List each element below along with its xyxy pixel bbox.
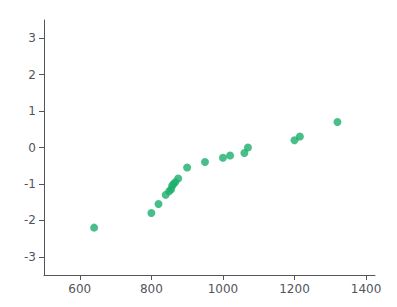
svg-text:1: 1: [28, 104, 36, 118]
svg-text:1000: 1000: [208, 282, 239, 296]
svg-text:600: 600: [68, 282, 91, 296]
svg-text:-3: -3: [24, 250, 36, 264]
svg-text:3: 3: [28, 31, 36, 45]
svg-text:1400: 1400: [351, 282, 382, 296]
svg-text:-1: -1: [24, 177, 36, 191]
svg-text:2: 2: [28, 68, 36, 82]
svg-text:0: 0: [28, 141, 36, 155]
svg-text:1200: 1200: [279, 282, 310, 296]
svg-text:-2: -2: [24, 213, 36, 227]
svg-text:800: 800: [140, 282, 163, 296]
